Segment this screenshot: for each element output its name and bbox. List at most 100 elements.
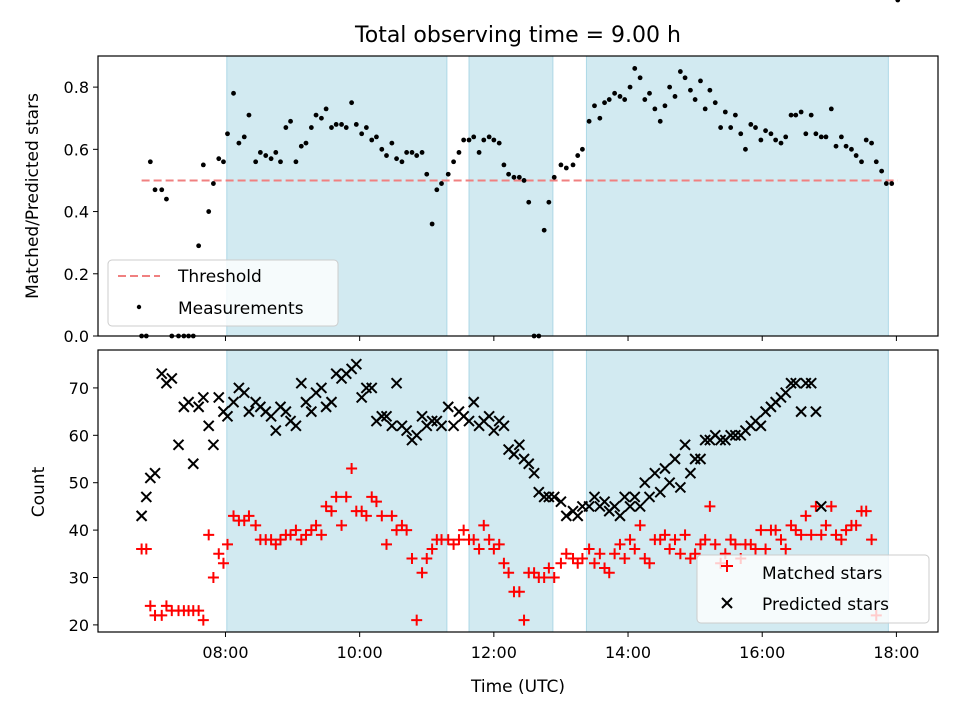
matched-star-marker <box>560 548 572 560</box>
measurement-point <box>632 66 638 71</box>
measurement-point <box>496 140 502 146</box>
predicted-star-marker <box>560 510 573 522</box>
matched-star-marker <box>221 538 233 550</box>
matched-star-marker <box>203 529 215 541</box>
measurement-point <box>718 125 724 130</box>
predicted-star-marker <box>290 420 302 432</box>
measurement-point <box>152 187 158 193</box>
matched-star-marker <box>795 529 807 541</box>
predicted-star-marker <box>300 396 312 408</box>
matched-star-marker <box>325 505 337 517</box>
matched-star-marker <box>603 567 615 579</box>
x-tick-label: 16:00 <box>739 643 785 662</box>
matched-star-marker <box>785 519 797 531</box>
predicted-star-marker <box>714 434 727 446</box>
matched-star-marker <box>750 543 762 555</box>
predicted-star-marker <box>463 415 475 427</box>
predicted-star-marker <box>325 396 338 408</box>
predicted-star-marker <box>555 495 567 508</box>
predicted-star-marker <box>416 410 428 423</box>
predicted-star-marker <box>598 495 611 508</box>
measurement-points <box>139 0 901 339</box>
measurement-point <box>622 97 628 102</box>
matched-star-marker <box>543 562 555 574</box>
measurement-point <box>424 171 430 177</box>
predicted-star-marker <box>243 405 255 418</box>
measurement-point <box>196 243 202 249</box>
predicted-star-marker <box>355 391 368 404</box>
matched-star-marker <box>729 538 741 550</box>
legend-threshold-label: Threshold <box>177 267 262 287</box>
observing-window <box>585 55 889 337</box>
matched-star-marker <box>207 571 219 583</box>
measurement-point <box>743 146 748 152</box>
measurement-point <box>738 131 744 137</box>
measurement-point <box>758 137 764 143</box>
matched-star-marker <box>468 534 480 546</box>
predicted-star-marker <box>538 491 550 503</box>
top-legend: Threshold Measurements <box>107 259 339 327</box>
predicted-star-marker <box>426 415 438 427</box>
matched-star-marker <box>780 543 792 555</box>
matched-star-marker <box>588 557 600 569</box>
predicted-star-marker <box>172 439 185 451</box>
measurement-point <box>521 178 527 183</box>
measurement-point <box>409 150 415 155</box>
matched-star-marker <box>478 519 490 531</box>
predicted-star-marker <box>488 424 500 437</box>
measurement-point <box>808 112 814 118</box>
measurement-point <box>471 134 477 140</box>
legend-matched-label: Matched stars <box>762 564 882 584</box>
measurement-point <box>491 137 497 143</box>
matched-star-marker <box>835 534 847 546</box>
predicted-star-marker <box>572 510 584 522</box>
measurement-point <box>404 150 410 155</box>
predicted-star-marker <box>366 382 378 394</box>
predicted-star-marker <box>166 372 178 385</box>
predicted-star-marker <box>694 453 707 465</box>
matched-star-marker <box>197 614 209 626</box>
matched-star-marker <box>820 519 832 531</box>
measurement-point <box>273 150 279 155</box>
observing-window <box>226 349 448 633</box>
predicted-star-marker <box>654 486 666 498</box>
measurement-point <box>728 125 734 130</box>
measurement-point <box>768 131 774 137</box>
matched-star-marker <box>421 553 433 565</box>
top-legend-box <box>107 259 339 327</box>
matched-star-marker <box>599 562 611 574</box>
matched-star-marker <box>453 534 465 546</box>
predicted-star-marker <box>639 476 651 489</box>
matched-star-marker <box>725 534 737 546</box>
measurement-point <box>253 159 259 165</box>
measurement-point <box>803 131 809 137</box>
measurement-point <box>329 125 334 130</box>
measurement-point <box>225 131 230 137</box>
measurement-point <box>511 174 517 180</box>
predicted-star-marker <box>156 367 168 380</box>
predicted-star-marker <box>815 500 827 513</box>
measurement-point <box>586 118 592 124</box>
measurement-point <box>379 146 385 152</box>
measurement-point <box>551 174 557 180</box>
legend-predicted-swatch <box>721 597 733 609</box>
measurement-point <box>339 122 344 127</box>
matched-star-marker <box>800 510 812 522</box>
measurement-point <box>419 150 425 155</box>
matched-star-marker <box>810 500 822 512</box>
measurement-point <box>263 153 269 158</box>
matched-star-marker <box>360 510 372 522</box>
legend-measurements-swatch <box>136 304 142 310</box>
bottom-legend: Matched stars Predicted stars <box>696 554 930 624</box>
matched-star-marker <box>825 500 837 512</box>
matched-star-marker <box>709 538 721 550</box>
measurement-point <box>216 156 222 162</box>
measurement-point <box>602 100 607 106</box>
matched-star-marker <box>555 557 567 569</box>
matched-star-marker <box>386 510 398 522</box>
predicted-star-marker <box>270 424 282 437</box>
predicted-star-marker <box>634 500 646 513</box>
measurement-point <box>778 140 784 146</box>
measurement-point <box>200 162 206 168</box>
